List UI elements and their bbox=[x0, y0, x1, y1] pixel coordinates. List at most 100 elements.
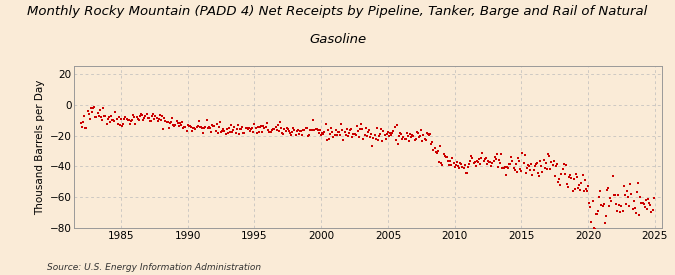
Point bbox=[550, 164, 561, 168]
Point bbox=[504, 162, 514, 167]
Point bbox=[140, 114, 151, 118]
Point bbox=[359, 133, 370, 137]
Point bbox=[510, 161, 521, 166]
Point bbox=[331, 133, 342, 138]
Point bbox=[645, 203, 656, 207]
Point bbox=[119, 117, 130, 121]
Point bbox=[143, 116, 154, 120]
Point bbox=[205, 126, 215, 130]
Point bbox=[378, 128, 389, 133]
Point bbox=[443, 163, 454, 167]
Point bbox=[173, 124, 184, 128]
Point bbox=[468, 161, 479, 165]
Point bbox=[286, 133, 296, 138]
Point bbox=[536, 164, 547, 169]
Point bbox=[281, 126, 292, 130]
Point bbox=[478, 159, 489, 164]
Point bbox=[469, 160, 480, 164]
Point bbox=[502, 165, 512, 169]
Point bbox=[267, 128, 277, 132]
Point bbox=[340, 133, 351, 137]
Point bbox=[279, 127, 290, 131]
Point bbox=[102, 117, 113, 121]
Point bbox=[181, 129, 192, 133]
Point bbox=[194, 125, 205, 129]
Point bbox=[248, 129, 259, 134]
Point bbox=[625, 182, 636, 186]
Point bbox=[569, 187, 580, 191]
Point bbox=[544, 154, 555, 158]
Point bbox=[586, 220, 597, 224]
Point bbox=[211, 122, 222, 127]
Point bbox=[157, 114, 167, 118]
Point bbox=[452, 164, 463, 169]
Point bbox=[357, 126, 368, 131]
Point bbox=[210, 129, 221, 133]
Point bbox=[568, 177, 579, 182]
Point bbox=[390, 138, 401, 142]
Point bbox=[105, 120, 115, 124]
Point bbox=[608, 192, 619, 197]
Point bbox=[462, 164, 473, 169]
Point bbox=[110, 110, 121, 114]
Point bbox=[115, 123, 126, 127]
Point bbox=[623, 194, 634, 199]
Point bbox=[356, 122, 367, 127]
Point bbox=[591, 212, 602, 216]
Point bbox=[639, 202, 649, 207]
Point bbox=[408, 133, 419, 138]
Point bbox=[421, 130, 432, 135]
Point bbox=[566, 176, 577, 180]
Point bbox=[484, 160, 495, 164]
Point bbox=[89, 104, 100, 109]
Point bbox=[427, 139, 438, 144]
Point bbox=[560, 163, 571, 167]
Point bbox=[96, 115, 107, 119]
Point bbox=[379, 133, 390, 138]
Point bbox=[130, 122, 141, 126]
Point bbox=[565, 172, 576, 177]
Point bbox=[558, 162, 569, 167]
Point bbox=[97, 118, 107, 122]
Point bbox=[300, 126, 311, 130]
Point bbox=[601, 188, 612, 192]
Point bbox=[223, 126, 234, 130]
Point bbox=[236, 126, 246, 131]
Point bbox=[537, 170, 548, 175]
Point bbox=[483, 159, 493, 163]
Point bbox=[328, 134, 339, 139]
Point bbox=[587, 199, 598, 204]
Point bbox=[92, 111, 103, 115]
Point bbox=[86, 110, 97, 114]
Point bbox=[242, 126, 253, 131]
Point bbox=[488, 159, 499, 163]
Point bbox=[298, 128, 308, 133]
Point bbox=[574, 183, 585, 187]
Point bbox=[386, 133, 397, 137]
Point bbox=[100, 114, 111, 118]
Point bbox=[578, 189, 589, 193]
Point bbox=[225, 130, 236, 134]
Point bbox=[362, 129, 373, 134]
Point bbox=[120, 115, 131, 119]
Point bbox=[428, 147, 439, 152]
Point bbox=[304, 133, 315, 137]
Point bbox=[270, 125, 281, 130]
Point bbox=[610, 193, 620, 198]
Point bbox=[475, 162, 485, 166]
Point bbox=[553, 180, 564, 185]
Point bbox=[80, 126, 90, 130]
Point bbox=[443, 159, 454, 163]
Point bbox=[90, 115, 101, 120]
Point bbox=[485, 160, 495, 164]
Point bbox=[196, 124, 207, 129]
Point bbox=[404, 139, 414, 143]
Point bbox=[246, 126, 256, 131]
Point bbox=[472, 160, 483, 164]
Point bbox=[361, 134, 372, 138]
Point bbox=[244, 129, 255, 134]
Point bbox=[203, 125, 214, 129]
Point bbox=[273, 129, 284, 133]
Point bbox=[307, 128, 318, 133]
Point bbox=[606, 199, 617, 204]
